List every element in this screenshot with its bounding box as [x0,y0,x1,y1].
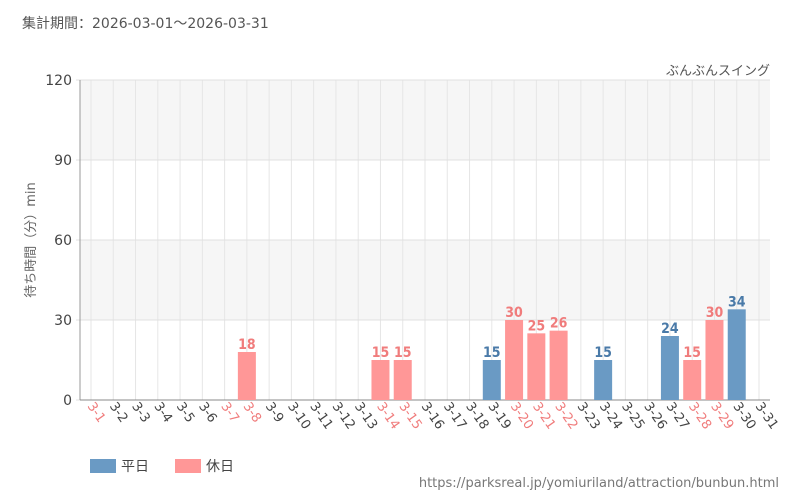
x-tick-label: 3-12 [329,400,358,433]
y-tick-label: 30 [54,313,72,329]
x-tick-label: 3-2 [106,400,130,426]
x-tick-label: 3-8 [240,400,264,426]
bar-weekday [727,309,746,400]
x-tick-label: 3-5 [173,400,197,426]
chart-title: ぶんぶんスイング [666,64,770,79]
x-tick-label: 3-28 [685,400,714,433]
legend-swatch-holiday [175,459,201,473]
x-tick-label: 3-17 [440,400,469,433]
bar-weekday [660,336,679,400]
x-tick-label: 3-26 [640,400,669,433]
bar-holiday [393,360,412,400]
x-tick-label: 3-16 [418,400,447,433]
data-label: 24 [661,321,679,337]
bar-holiday [549,330,568,400]
source-url: https://parksreal.jp/yomiuriland/attract… [419,476,779,491]
bar-holiday [527,333,546,400]
x-tick-label: 3-1 [84,400,108,426]
data-label: 26 [550,316,568,332]
y-tick-label: 120 [45,73,72,89]
data-label: 18 [238,337,256,353]
x-tick-label: 3-3 [128,400,152,426]
x-tick-label: 3-7 [217,400,241,426]
data-label: 15 [394,345,412,361]
y-tick-label: 90 [54,153,72,169]
x-tick-label: 3-13 [351,400,380,433]
bar-weekday [594,360,613,400]
y-tick-label: 60 [54,233,72,249]
bar-holiday [683,360,702,400]
bar-holiday [237,352,256,400]
data-label: 15 [372,345,390,361]
bar-holiday [705,320,724,400]
x-tick-label: 3-19 [485,400,514,433]
data-label: 34 [728,294,746,310]
x-tick-label: 3-6 [195,400,219,426]
x-tick-label: 3-29 [707,400,736,433]
x-tick-label: 3-25 [618,400,647,433]
data-label: 25 [528,318,546,334]
x-tick-label: 3-18 [462,400,491,433]
x-tick-label: 3-23 [574,400,603,433]
legend-swatch-weekday [90,459,116,473]
data-label: 15 [594,345,612,361]
y-axis-label: 待ち時間（分）min [24,182,39,298]
x-tick-label: 3-20 [507,400,536,433]
x-tick-label: 3-22 [551,400,580,433]
y-tick-label: 0 [63,393,72,409]
x-tick-label: 3-14 [373,400,402,433]
x-tick-label: 3-27 [663,400,692,433]
x-tick-label: 3-4 [151,400,175,426]
x-tick-label: 3-30 [729,400,758,433]
x-tick-label: 3-9 [262,400,286,426]
x-tick-label: 3-21 [529,400,558,433]
plot-area: 03060901203-13-23-33-43-53-63-73-8183-93… [45,73,781,432]
data-label: 15 [483,345,501,361]
x-tick-label: 3-24 [596,400,625,433]
x-tick-label: 3-15 [395,400,424,433]
x-tick-label: 3-11 [306,400,335,433]
data-label: 15 [683,345,701,361]
legend-label-weekday: 平日 [121,459,149,475]
x-tick-label: 3-31 [752,400,781,433]
legend: 平日 休日 [90,459,234,475]
x-tick-label: 3-10 [284,400,313,433]
bar-holiday [505,320,524,400]
data-label: 30 [505,305,523,321]
legend-label-holiday: 休日 [206,459,234,475]
period-text: 集計期間：2026-03-01～2026-03-31 [22,15,269,32]
bar-weekday [482,360,501,400]
data-label: 30 [706,305,724,321]
bar-holiday [371,360,390,400]
